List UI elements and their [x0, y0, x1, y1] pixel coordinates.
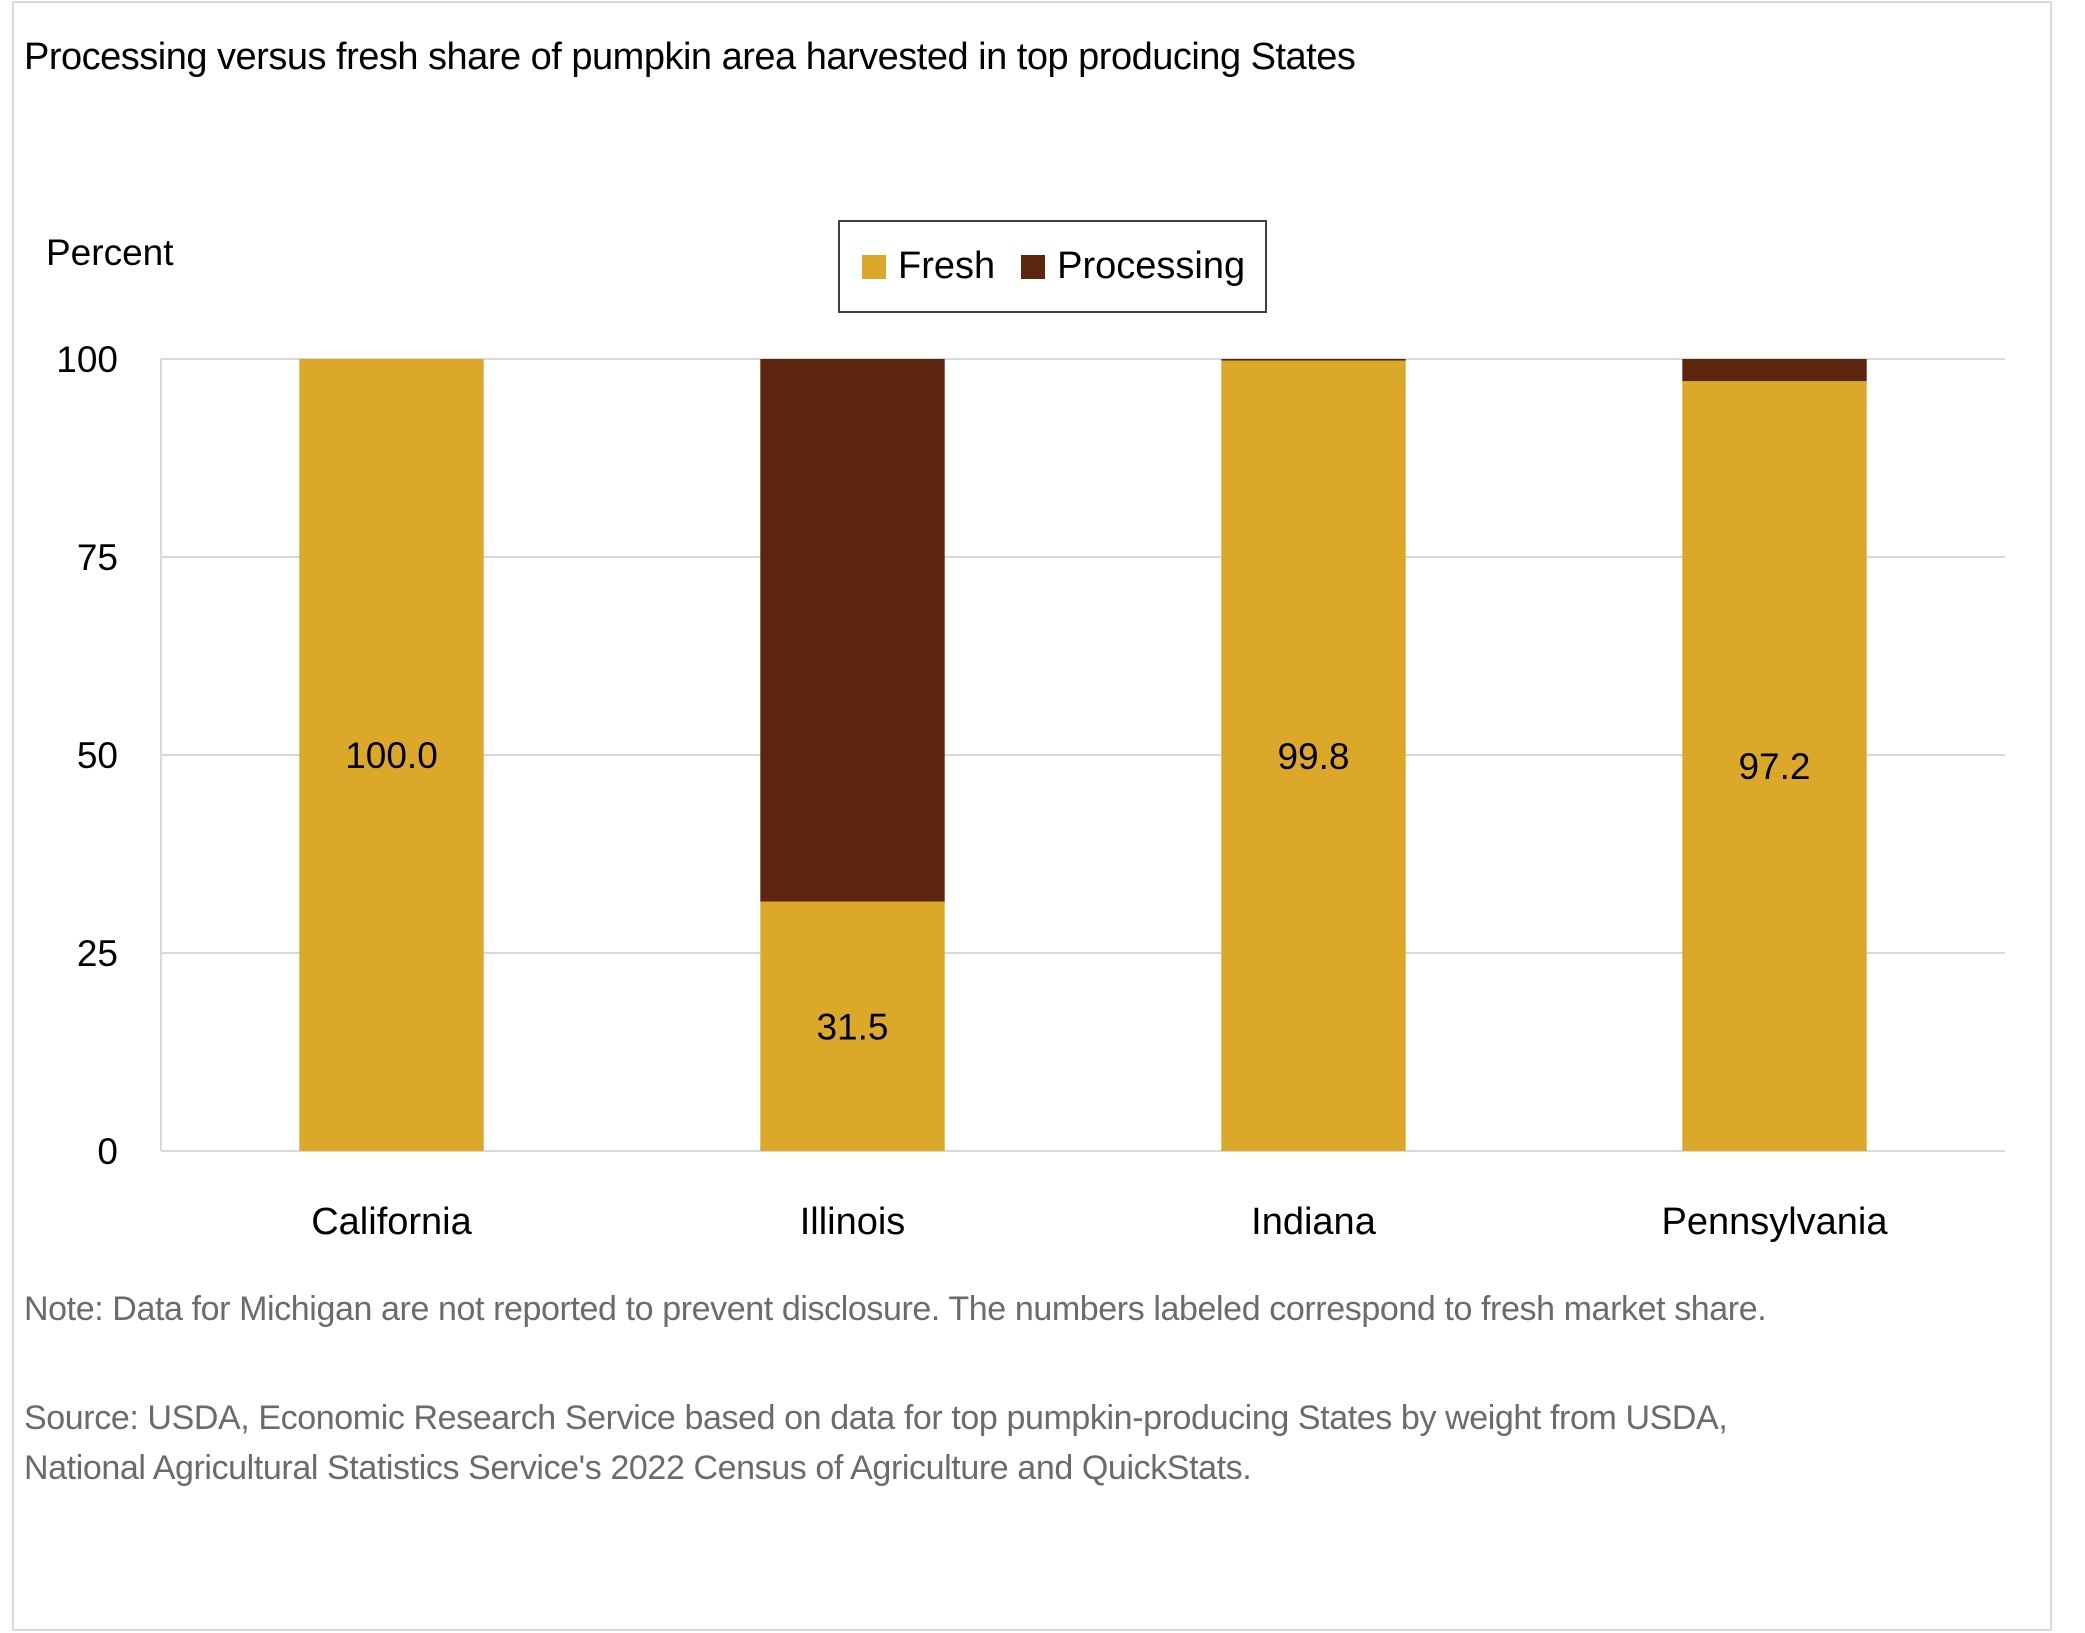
data-label: 99.8 — [1277, 736, 1349, 777]
x-tick-label: California — [311, 1201, 472, 1243]
legend: Fresh Processing — [838, 220, 1267, 313]
y-tick-label: 75 — [77, 537, 118, 578]
y-tick-label: 100 — [56, 339, 118, 380]
legend-item-fresh: Fresh — [862, 245, 995, 288]
bar-processing-indiana — [1221, 359, 1406, 361]
bar-processing-illinois — [760, 359, 945, 902]
y-tick-label: 50 — [77, 735, 118, 776]
y-tick-label: 0 — [97, 1131, 118, 1172]
legend-swatch-processing — [1021, 254, 1046, 279]
source-line-2: National Agricultural Statistics Service… — [24, 1449, 1252, 1487]
legend-label-processing: Processing — [1057, 245, 1246, 287]
chart-title: Processing versus fresh share of pumpkin… — [24, 36, 1356, 78]
legend-swatch-fresh — [862, 254, 886, 279]
bar-fresh-california — [299, 359, 484, 1151]
bar-processing-pennsylvania — [1682, 359, 1867, 382]
bar-fresh-illinois — [760, 901, 945, 1151]
bar-fresh-pennsylvania — [1682, 381, 1867, 1151]
data-label: 97.2 — [1738, 746, 1810, 787]
x-tick-label: Illinois — [800, 1201, 906, 1243]
legend-label-fresh: Fresh — [898, 245, 996, 287]
chart-source: Source: USDA, Economic Research Service … — [24, 1393, 1728, 1493]
bar-fresh-indiana — [1221, 360, 1406, 1152]
x-tick-label: Pennsylvania — [1661, 1201, 1888, 1243]
source-line-1: Source: USDA, Economic Research Service … — [24, 1399, 1728, 1437]
legend-item-processing: Processing — [1021, 245, 1245, 288]
y-axis-label: Percent — [46, 232, 174, 273]
chart-note: Note: Data for Michigan are not reported… — [24, 1290, 1767, 1328]
data-label: 100.0 — [345, 735, 438, 776]
x-tick-label: Indiana — [1251, 1201, 1377, 1243]
y-tick-label: 25 — [77, 933, 118, 974]
data-label: 31.5 — [816, 1006, 888, 1047]
